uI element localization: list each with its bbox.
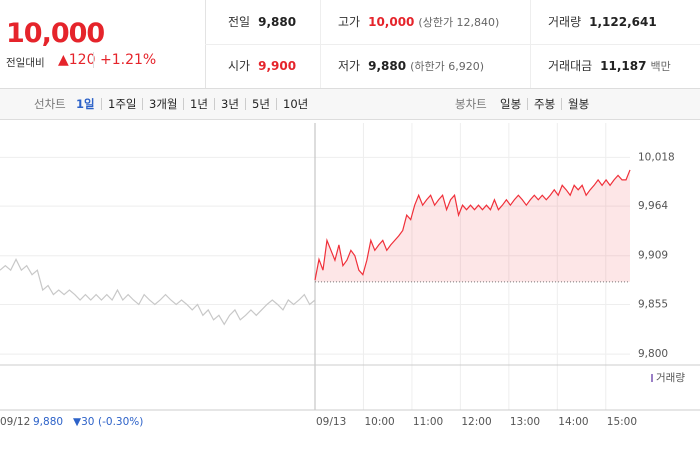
candle-tab[interactable]: 월봉	[568, 97, 590, 111]
stat-note: (상한가 12,840)	[418, 16, 500, 29]
stat-item: 거래량 1,122,641	[548, 12, 657, 32]
period-tab[interactable]: 5년	[246, 98, 277, 110]
stat-label: 고가	[338, 15, 361, 29]
y-tick-label: 10,018	[638, 151, 675, 163]
stat-item: 고가 10,000 (상한가 12,840)	[338, 12, 499, 32]
stat-label: 전일	[228, 15, 251, 29]
change: ▲120	[58, 52, 96, 68]
x-tick-label: 09/13	[316, 416, 346, 428]
volume-legend: 거래량	[656, 372, 685, 384]
divider	[205, 44, 700, 45]
stat-value: 9,880	[258, 15, 297, 29]
y-tick-label: 9,855	[638, 299, 668, 311]
footer-info: ▼30	[73, 416, 94, 428]
tab-label: 봉차트	[455, 97, 487, 111]
period-tab[interactable]: 1년	[184, 98, 215, 110]
period-tab[interactable]: 1일	[70, 98, 102, 110]
price-line	[0, 257, 316, 326]
x-tick-label: 10:00	[364, 416, 394, 428]
stat-value: 10,000	[368, 15, 415, 29]
stat-note: (하한가 6,920)	[410, 60, 484, 73]
price: 10,000	[6, 18, 105, 49]
stat-item: 저가 9,880 (하한가 6,920)	[338, 56, 484, 76]
change-label: 전일대비	[6, 57, 45, 69]
volume-legend-swatch	[651, 374, 653, 382]
stat-value: 9,880	[368, 59, 407, 73]
stat-value: 11,187	[600, 59, 647, 73]
stat-label: 거래량	[548, 15, 582, 29]
chart-tabs: 선차트 1일 1주일 3개월 1년 3년 5년 10년 봉차트 일봉 주봉 월봉	[0, 89, 700, 120]
price-line	[314, 169, 631, 281]
y-tick-label: 9,800	[638, 348, 668, 360]
footer-info: 09/12	[0, 416, 30, 428]
area-fill	[315, 169, 630, 282]
stat-label: 저가	[338, 59, 361, 73]
x-tick-label: 14:00	[558, 416, 588, 428]
footer-info: 9,880	[33, 416, 63, 428]
footer-info: (-0.30%)	[98, 416, 143, 428]
period-tab[interactable]: 10년	[283, 97, 309, 111]
change-pct: +1.21%	[93, 52, 156, 68]
x-tick-label: 15:00	[607, 416, 637, 428]
stat-note: 백만	[650, 60, 671, 73]
tab-label: 선차트	[34, 97, 66, 111]
period-tab[interactable]: 3년	[215, 98, 246, 110]
period-tab[interactable]: 3개월	[143, 98, 185, 110]
stat-label: 시가	[228, 59, 251, 73]
period-tab[interactable]: 1주일	[102, 98, 144, 110]
quote-header: 10,000 전일대비 ▲120 +1.21% 전일 9,880 고가 10,000(…	[0, 0, 700, 89]
price-box: 10,000 전일대비 ▲120 +1.21%	[0, 0, 206, 88]
y-tick-label: 9,909	[638, 250, 668, 262]
y-tick-label: 9,964	[638, 200, 668, 212]
stat-item: 전일 9,880	[228, 12, 296, 32]
candle-tab[interactable]: 주봉	[528, 98, 563, 110]
x-tick-label: 13:00	[510, 416, 540, 428]
stat-label: 거래대금	[548, 59, 593, 73]
stat-value: 1,122,641	[589, 15, 657, 29]
x-tick-label: 11:00	[413, 416, 443, 428]
stat-item: 시가 9,900	[228, 56, 296, 76]
x-tick-label: 12:00	[461, 416, 491, 428]
candle-tab[interactable]: 일봉	[494, 98, 529, 110]
stat-item: 거래대금 11,187 백만	[548, 56, 671, 76]
stat-value: 9,900	[258, 59, 297, 73]
